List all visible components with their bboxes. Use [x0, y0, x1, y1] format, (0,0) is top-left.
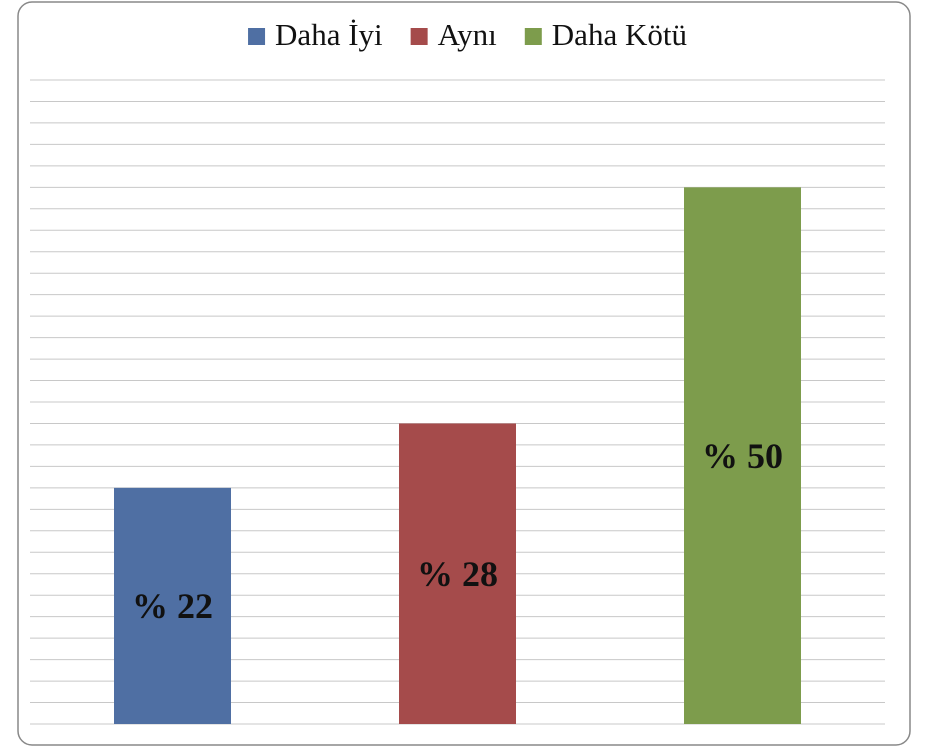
legend-label: Daha İyi	[275, 17, 383, 52]
legend-label: Aynı	[438, 17, 498, 52]
bar	[399, 423, 516, 724]
data-label: % 22	[132, 586, 213, 626]
legend-swatch	[410, 28, 428, 45]
legend-swatch	[248, 28, 266, 45]
legend-swatch	[524, 28, 542, 45]
data-label: % 28	[417, 554, 498, 594]
legend-label: Daha Kötü	[552, 17, 687, 52]
bar	[114, 487, 231, 724]
data-label: % 50	[702, 436, 783, 476]
bar	[684, 187, 801, 725]
